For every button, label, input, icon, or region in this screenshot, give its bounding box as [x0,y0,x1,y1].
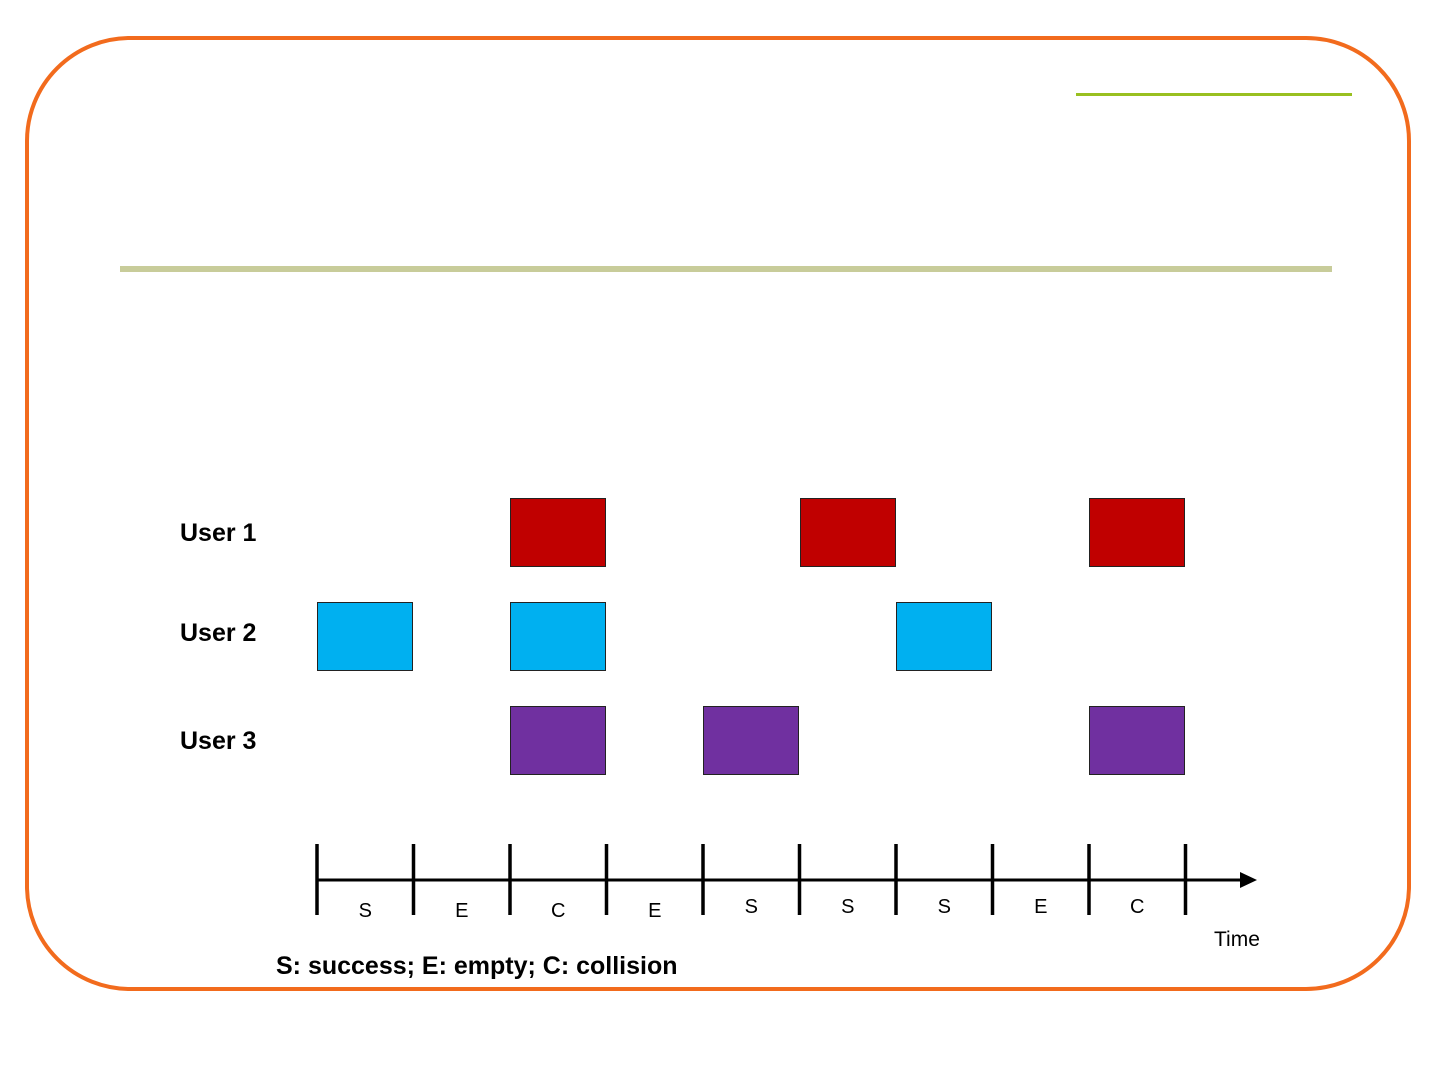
user-2-block-slot-1 [317,602,413,671]
slot-outcome-4: E [648,900,661,922]
user-3-block-slot-5 [703,706,799,775]
user-1-block-slot-9 [1089,498,1185,567]
slot-outcome-8: E [1034,896,1047,918]
user-3-label: User 3 [180,727,257,755]
slot-outcome-2: E [455,900,468,922]
time-axis-label: Time [1214,928,1260,951]
legend: S: success; E: empty; C: collision [276,952,678,980]
axis-arrowhead [1240,872,1257,888]
slot-outcome-1: S [359,900,372,922]
accent-line [1076,93,1352,96]
slot-outcome-3: C [551,900,565,922]
slot-outcome-5: S [745,896,758,918]
user-2-block-slot-7 [896,602,992,671]
user-2-block-slot-3 [510,602,606,671]
slide-frame [25,36,1411,991]
user-3-block-slot-9 [1089,706,1185,775]
title-divider [120,266,1332,272]
user-2-label: User 2 [180,619,257,647]
user-1-block-slot-3 [510,498,606,567]
user-3-block-slot-3 [510,706,606,775]
slot-outcome-6: S [841,896,854,918]
user-1-label: User 1 [180,519,257,547]
slot-outcome-7: S [938,896,951,918]
slot-outcome-9: C [1130,896,1144,918]
user-1-block-slot-6 [799,498,896,567]
